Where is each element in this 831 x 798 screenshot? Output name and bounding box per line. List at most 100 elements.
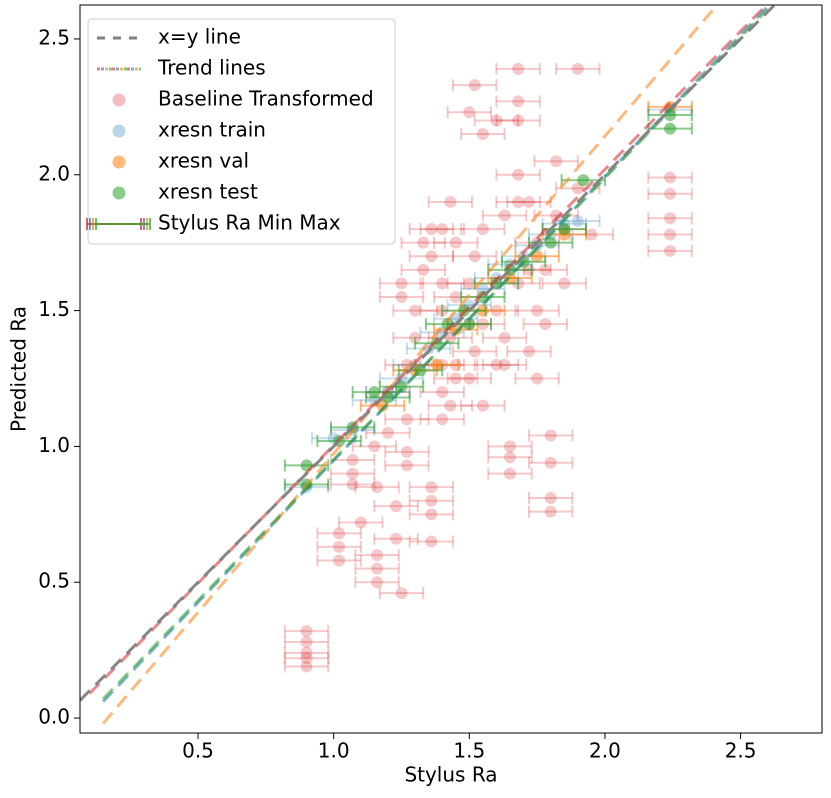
point xyxy=(395,277,408,290)
legend-label: xresn val xyxy=(158,149,249,173)
point xyxy=(544,429,557,442)
error-bar xyxy=(487,451,533,464)
error-bar xyxy=(460,128,506,141)
x-axis-label: Stylus Ra xyxy=(404,763,497,787)
legend-swatch xyxy=(95,218,151,230)
point xyxy=(449,372,462,385)
point xyxy=(664,244,677,257)
error-bar xyxy=(433,372,479,385)
point xyxy=(490,358,503,371)
point xyxy=(436,223,449,236)
error-bar xyxy=(283,646,330,659)
point xyxy=(476,223,489,236)
legend-label: Trend lines xyxy=(157,56,266,80)
point xyxy=(449,236,462,249)
point xyxy=(436,277,449,290)
point xyxy=(498,358,511,371)
error-bar xyxy=(460,223,506,236)
point xyxy=(544,492,557,505)
y-tick-label: 0.0 xyxy=(38,705,70,729)
point xyxy=(664,171,677,184)
point xyxy=(558,277,571,290)
point xyxy=(550,209,563,222)
point xyxy=(409,304,422,317)
point xyxy=(395,291,408,304)
error-bar xyxy=(527,456,574,469)
point xyxy=(463,277,476,290)
point xyxy=(300,652,313,665)
point xyxy=(425,250,438,263)
error-bar xyxy=(514,372,560,385)
error-bar xyxy=(527,505,574,518)
point xyxy=(449,291,462,304)
point xyxy=(425,223,438,236)
legend-swatch xyxy=(112,155,126,169)
error-bar xyxy=(373,532,419,545)
trend-line xyxy=(88,5,769,695)
point xyxy=(371,576,384,589)
point xyxy=(531,304,544,317)
error-bar xyxy=(527,429,574,442)
point xyxy=(468,250,481,263)
point xyxy=(522,345,535,358)
point xyxy=(346,467,359,480)
point xyxy=(400,445,413,458)
point xyxy=(425,494,438,507)
point xyxy=(395,587,408,600)
point xyxy=(436,386,449,399)
point xyxy=(371,549,384,562)
point xyxy=(571,62,584,75)
point xyxy=(390,532,403,545)
point xyxy=(539,318,552,331)
error-bar xyxy=(329,478,376,491)
legend-swatch xyxy=(112,124,126,138)
error-bar xyxy=(647,244,693,257)
point xyxy=(571,214,584,227)
point xyxy=(300,636,313,648)
error-bar xyxy=(384,413,430,426)
point xyxy=(512,62,525,75)
point xyxy=(512,195,525,208)
plot-frame xyxy=(79,4,823,734)
error-bar xyxy=(329,454,376,466)
error-bar xyxy=(316,527,362,540)
error-bar xyxy=(514,304,560,317)
point xyxy=(585,228,598,241)
x-tick-label: 2.5 xyxy=(725,739,757,763)
point xyxy=(425,481,438,494)
error-bar xyxy=(487,440,533,453)
point xyxy=(333,527,346,540)
legend-label: Stylus Ra Min Max xyxy=(158,211,341,235)
error-bar xyxy=(419,223,465,236)
point xyxy=(395,380,408,393)
error-bar xyxy=(378,291,425,304)
point xyxy=(300,646,313,659)
error-bar xyxy=(283,625,330,638)
point xyxy=(354,516,367,529)
error-bar xyxy=(427,399,474,412)
point xyxy=(539,263,552,276)
error-bar xyxy=(354,481,400,494)
error-bar xyxy=(408,535,455,548)
error-bar xyxy=(446,372,493,385)
point xyxy=(425,535,438,548)
y-tick-label: 2.0 xyxy=(38,161,70,185)
point xyxy=(381,426,394,439)
point xyxy=(436,413,449,426)
y-axis-label: Predicted Ra xyxy=(7,306,31,432)
error-bar xyxy=(495,95,541,108)
error-bar xyxy=(647,187,693,200)
point xyxy=(531,372,544,385)
error-bar xyxy=(446,106,493,119)
point xyxy=(468,345,481,358)
x-tick-label: 1.0 xyxy=(318,739,350,763)
x-tick-label: 1.5 xyxy=(453,739,485,763)
error-bar xyxy=(338,516,384,529)
point xyxy=(504,440,517,453)
point xyxy=(544,505,557,518)
point xyxy=(504,467,517,480)
point xyxy=(400,413,413,426)
x-tick-label: 2.0 xyxy=(589,739,621,763)
point xyxy=(512,114,525,127)
